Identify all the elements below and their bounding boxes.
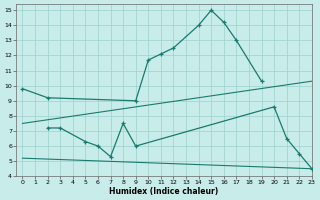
X-axis label: Humidex (Indice chaleur): Humidex (Indice chaleur)	[109, 187, 219, 196]
